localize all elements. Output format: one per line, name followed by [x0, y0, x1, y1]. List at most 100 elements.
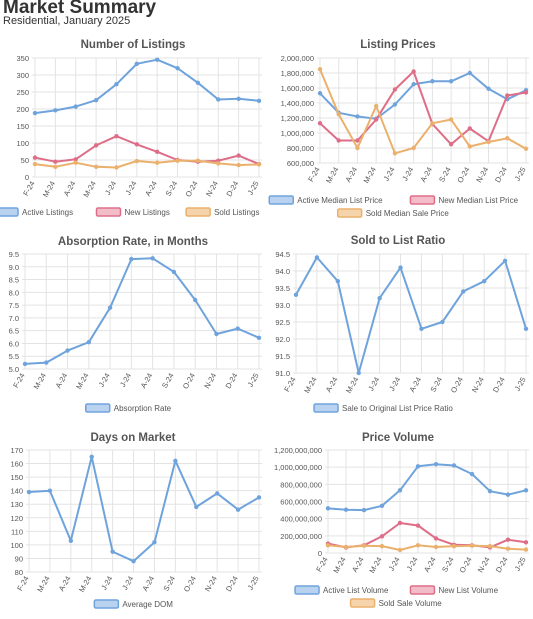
y-tick-label: 600,000,000	[280, 498, 322, 507]
legend-label: Active Listings	[22, 208, 73, 217]
y-tick-label: 160	[10, 460, 23, 469]
x-tick-label: J-24	[97, 372, 112, 389]
data-point	[523, 326, 529, 331]
x-tick-label: A-24	[350, 556, 366, 574]
y-tick-label: 800,000	[287, 144, 314, 153]
x-tick-label: N-24	[204, 180, 220, 199]
y-tick-label: 100	[10, 541, 23, 550]
chart-title: Absorption Rate, in Months	[58, 236, 208, 248]
x-tick-label: O-24	[184, 180, 200, 199]
legend-label: Sold Listings	[214, 208, 259, 217]
y-tick-label: 1,200,000	[281, 114, 314, 123]
x-tick-label: N-24	[476, 556, 492, 575]
data-point	[317, 67, 323, 72]
data-point	[73, 160, 78, 165]
legend-swatch	[313, 403, 339, 413]
data-point	[134, 61, 140, 66]
absorption-rate-chart: Absorption Rate, in Months 5.0 5.5 6.0 6.5 7.…	[9, 236, 262, 413]
data-point	[469, 471, 475, 477]
legend-label: Absorption Rate	[114, 404, 172, 413]
x-tick-label: J-25	[246, 372, 261, 389]
data-point	[486, 139, 491, 145]
data-point	[451, 463, 457, 468]
y-tick-label: 7.5	[9, 301, 19, 310]
y-tick-label: 350	[16, 54, 29, 63]
y-tick-label: 8.5	[9, 276, 19, 285]
y-tick-label: 6.5	[9, 327, 19, 336]
data-point	[379, 534, 385, 539]
data-point	[377, 296, 382, 301]
data-point	[481, 279, 487, 284]
y-tick-label: 130	[10, 500, 23, 509]
data-point	[44, 360, 49, 365]
data-point	[361, 507, 367, 513]
data-point	[486, 86, 491, 91]
data-point	[415, 464, 421, 469]
x-tick-label: M-24	[81, 180, 97, 199]
y-tick-label: 90	[15, 554, 23, 563]
x-tick-label: O-24	[182, 575, 198, 594]
series-line	[34, 58, 260, 115]
data-point	[487, 543, 493, 549]
legend-label: Sold Median Sale Price	[366, 209, 450, 218]
data-point	[22, 361, 28, 367]
data-point	[411, 69, 416, 74]
y-tick-label: 7.0	[9, 314, 19, 323]
data-point	[32, 161, 38, 167]
data-point	[448, 117, 454, 122]
y-tick-label: 250	[16, 88, 29, 97]
x-tick-label: J-25	[246, 180, 261, 197]
series-line	[295, 256, 527, 374]
data-point	[419, 326, 424, 331]
price-volume-chart: Price Volume 0 200,000,000 400,000,000 600,0…	[274, 432, 529, 608]
data-point	[433, 536, 439, 541]
data-point	[317, 121, 323, 126]
data-point	[192, 297, 198, 303]
data-point	[467, 144, 473, 149]
x-tick-label: D-24	[493, 165, 509, 184]
legend-label: New List Volume	[438, 586, 498, 595]
x-tick-label: M-24	[74, 372, 90, 391]
data-point	[65, 348, 70, 353]
data-point	[335, 279, 341, 284]
data-point	[448, 142, 454, 147]
data-point	[336, 138, 341, 143]
data-point	[114, 134, 119, 139]
x-tick-label: N-24	[470, 376, 486, 395]
listing-prices-chart: Listing Prices 600,000 800,000 1,000,000 1,2…	[268, 39, 529, 218]
data-point	[397, 488, 403, 493]
x-tick-label: D-24	[224, 575, 240, 594]
legend-swatch	[93, 599, 120, 609]
x-tick-label: A-24	[139, 372, 155, 390]
data-point	[430, 121, 435, 126]
data-point	[214, 331, 219, 337]
series-line	[327, 463, 527, 512]
x-tick-label: A-24	[143, 180, 159, 198]
x-tick-label: J-24	[387, 376, 402, 393]
x-tick-label: J-25	[513, 556, 528, 573]
data-point	[505, 537, 511, 542]
data-point	[451, 543, 457, 549]
data-point	[415, 543, 421, 548]
x-tick-label: F-24	[21, 180, 37, 198]
data-point	[154, 149, 160, 155]
legend-swatch	[85, 403, 111, 413]
data-point	[430, 79, 435, 84]
x-tick-label: J-24	[120, 575, 135, 592]
legend-label: New Median List Price	[438, 196, 518, 205]
data-point	[293, 292, 299, 297]
data-point	[47, 488, 53, 493]
x-tick-label: O-24	[458, 556, 474, 575]
x-tick-label: M-24	[302, 376, 318, 395]
x-tick-label: J-24	[118, 372, 133, 389]
series-line	[319, 72, 527, 120]
data-point	[175, 158, 180, 163]
y-tick-label: 5.0	[9, 365, 19, 374]
y-tick-label: 91.0	[275, 369, 290, 378]
x-tick-label: D-24	[224, 180, 240, 199]
x-tick-label: M-24	[344, 376, 360, 395]
data-point	[397, 520, 403, 526]
data-point	[216, 161, 221, 166]
data-point	[53, 164, 58, 169]
data-point	[523, 146, 529, 151]
